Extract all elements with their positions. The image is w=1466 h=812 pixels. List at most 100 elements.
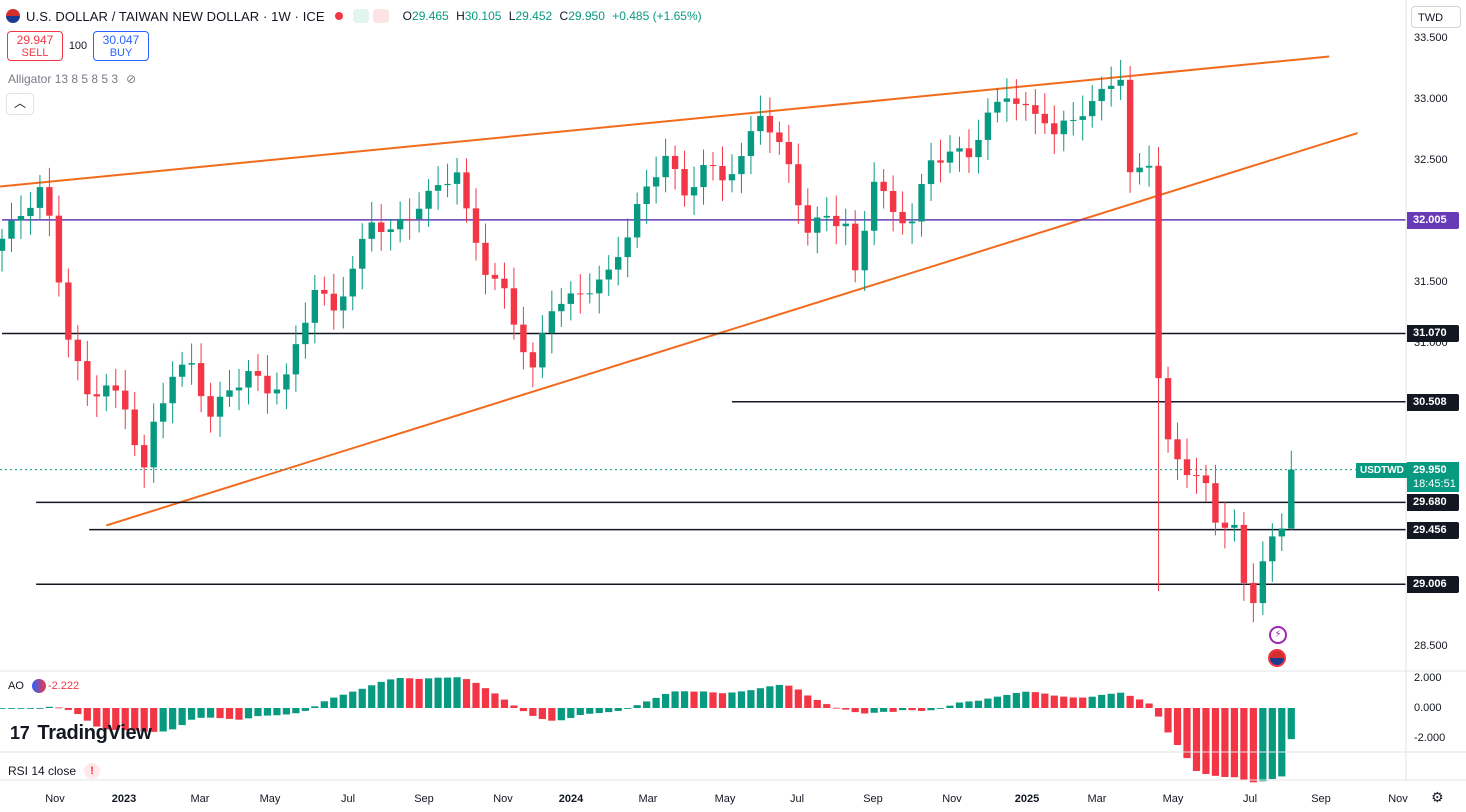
quantity-field[interactable]: 100 (68, 40, 88, 52)
time-tick: May (714, 793, 736, 805)
ao-bar (1278, 708, 1286, 777)
ao-bar (1126, 695, 1134, 708)
settings-gear-icon[interactable]: ⚙ (1431, 789, 1444, 805)
symbol-title[interactable]: U.S. DOLLAR / TAIWAN NEW DOLLAR · 1W · I… (26, 8, 325, 24)
tradingview-logo[interactable]: 17 TradingView (10, 722, 152, 744)
ao-bar (766, 686, 774, 708)
candle-body (17, 215, 25, 221)
eye-toggle-icon[interactable] (352, 9, 369, 23)
ao-bar (112, 708, 120, 730)
candle-body (1240, 524, 1248, 583)
candle-body (463, 172, 470, 209)
candle-body (1202, 475, 1210, 484)
warning-icon[interactable]: ! (84, 763, 101, 779)
trendline (105, 132, 1358, 527)
rsi-legend[interactable]: RSI 14 close! (8, 763, 101, 779)
candle-body (273, 389, 281, 394)
candle-body (956, 148, 963, 152)
ao-bar (26, 708, 35, 709)
candle-body (359, 238, 366, 269)
candle-body (368, 222, 375, 239)
candle-body (548, 311, 556, 334)
candle-body (937, 160, 944, 163)
candle-body (330, 293, 337, 311)
ao-legend[interactable]: AO -2.222 (8, 680, 80, 692)
candle-body (1259, 561, 1267, 604)
candle-body (1250, 582, 1257, 604)
ao-bar (188, 708, 196, 720)
level-tag-31070: 31.070 (1407, 325, 1459, 342)
time-tick: 2024 (558, 793, 584, 805)
time-tick: Nov (942, 793, 962, 805)
candle-body (321, 289, 328, 294)
candle-body (349, 268, 356, 297)
candle-body (842, 223, 849, 227)
market-closed-dot-icon (334, 12, 343, 20)
event-lightning-icon[interactable]: ⚡ (1269, 626, 1287, 644)
level-tag-32005: 32.005 (1407, 212, 1459, 229)
ao-bar (282, 708, 290, 715)
candle-body (880, 181, 887, 192)
event-us-flag-icon[interactable] (1268, 649, 1286, 667)
ao-bar (1060, 696, 1068, 708)
candle-body (709, 164, 717, 167)
candle-body (1155, 165, 1162, 379)
chevron-up-icon: ︿ (13, 96, 26, 110)
candle-body (1164, 378, 1172, 440)
ao-bar (842, 708, 850, 710)
ao-bar (880, 708, 888, 712)
ao-bar (178, 708, 186, 726)
collapse-legend-button[interactable]: ︿ (6, 93, 34, 115)
candle-body (46, 187, 53, 216)
candle-body (1022, 103, 1030, 106)
ao-bar (946, 705, 954, 708)
last-price-tag: 29.950 18:45:51 (1407, 462, 1459, 492)
ao-bar (519, 708, 527, 712)
time-tick: Mar (190, 793, 210, 805)
buy-button[interactable]: 30.047 BUY (93, 31, 149, 61)
candle-body (169, 376, 176, 404)
ao-settings-icon[interactable] (32, 679, 46, 693)
candle-body (690, 187, 698, 196)
ao-bar (453, 677, 461, 708)
ao-bar (1164, 708, 1172, 733)
candle-body (0, 238, 6, 251)
level-tag-29456: 29.456 (1407, 522, 1459, 539)
price-tick: 31.500 (1414, 276, 1448, 288)
ao-bar (320, 701, 328, 708)
sell-button[interactable]: 29.947 SELL (7, 31, 63, 61)
ao-bar (83, 708, 91, 721)
ao-bar (889, 708, 897, 712)
ao-tick: -2.000 (1414, 732, 1446, 744)
level-tag-30508: 30.508 (1407, 394, 1459, 411)
candle-body (55, 215, 63, 283)
candle-body (1060, 120, 1067, 135)
eye-hidden-icon[interactable]: ⊘ (126, 72, 137, 86)
ao-bar (1107, 693, 1115, 708)
candle-body (870, 181, 878, 231)
ao-bar (1022, 691, 1030, 708)
candle-body (491, 274, 499, 279)
candle-body (1278, 528, 1285, 537)
ao-bar (349, 691, 357, 708)
currency-button[interactable]: TWD (1411, 6, 1461, 28)
chart-header: U.S. DOLLAR / TAIWAN NEW DOLLAR · 1W · I… (6, 6, 702, 26)
indicator-legend[interactable]: Alligator 13 8 5 8 5 3 ⊘ (8, 72, 136, 86)
candle-body (1041, 113, 1048, 124)
symbol-tag: USDTWD (1356, 463, 1408, 478)
ao-histogram (0, 677, 1295, 783)
price-tick: 33.500 (1414, 32, 1448, 44)
ao-bar (443, 677, 452, 708)
ao-bar (121, 708, 129, 731)
candle-body (1107, 85, 1115, 89)
wave-toggle-icon[interactable] (372, 9, 389, 23)
candle-body (292, 344, 300, 375)
candle-body (567, 293, 574, 304)
candle-body (74, 339, 82, 362)
tv-mark-icon: 17 (10, 723, 30, 743)
candle-body (1231, 524, 1238, 528)
ao-bar (301, 708, 309, 711)
ao-bar (159, 708, 167, 732)
time-tick: Sep (863, 793, 883, 805)
